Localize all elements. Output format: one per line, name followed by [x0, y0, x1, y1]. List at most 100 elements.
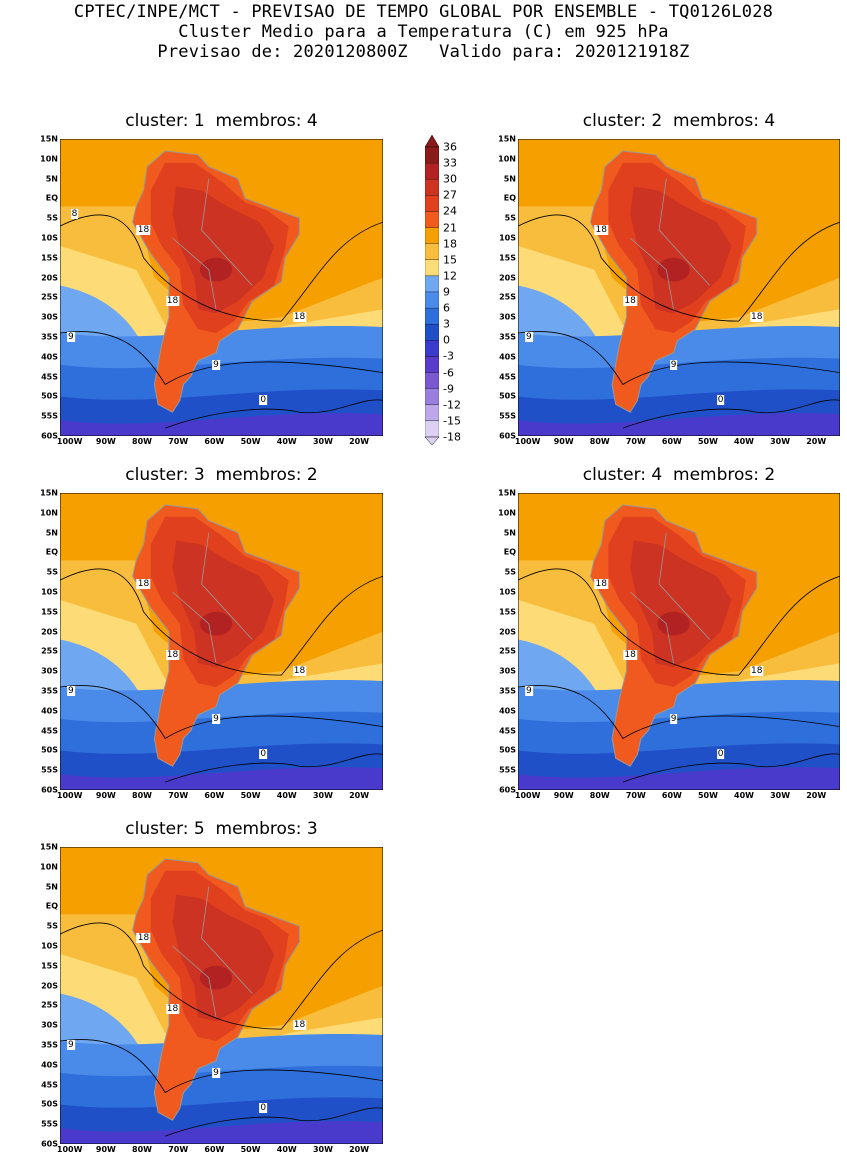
- contour-label: 9: [67, 1040, 75, 1050]
- lat-tick-label: 30S: [499, 666, 516, 676]
- contour-label: 9: [524, 686, 533, 696]
- lat-tick-label: 15S: [499, 607, 516, 617]
- lon-tick-label: 70W: [625, 791, 646, 800]
- lat-tick-label: 30S: [41, 1020, 58, 1030]
- contour-label: 18: [292, 666, 307, 677]
- lon-tick-label: 50W: [240, 437, 261, 446]
- lat-tick-label: 10N: [498, 154, 516, 164]
- colorbar-label: -9: [443, 382, 454, 396]
- lat-tick-label: 40S: [499, 352, 516, 362]
- lat-tick-label: EQ: [503, 193, 516, 203]
- panel-title: cluster: 1 membros: 4: [125, 111, 318, 131]
- lat-tick-label: 5S: [46, 921, 58, 931]
- lat-tick-label: 55S: [41, 1119, 58, 1129]
- header-line-1: CPTEC/INPE/MCT - PREVISAO DE TEMPO GLOBA…: [73, 2, 774, 22]
- lat-tick-label: 15S: [41, 253, 58, 263]
- lat-tick-label: 10S: [41, 587, 58, 597]
- contour-label: 18: [623, 296, 637, 307]
- lat-tick-label: 20S: [499, 273, 516, 283]
- lon-tick-label: 40W: [734, 791, 755, 800]
- lon-tick-label: 70W: [168, 1145, 189, 1154]
- lat-tick-label: 5N: [503, 174, 516, 184]
- contour-label: 18: [292, 312, 307, 323]
- lon-tick-label: 30W: [770, 791, 791, 800]
- colorbar-label: -3: [443, 349, 454, 363]
- contour-label: 9: [212, 359, 220, 370]
- lat-tick-label: 10S: [41, 941, 58, 951]
- lat-tick-label: 60S: [41, 1139, 58, 1149]
- lat-tick-label: 40S: [499, 706, 516, 716]
- lon-tick-label: 50W: [240, 791, 261, 800]
- header-line-3: Previsao de: 2020120800Z Valido para: 20…: [157, 42, 690, 62]
- contour-label: 18: [136, 225, 151, 236]
- lat-tick-label: 20S: [41, 273, 58, 283]
- lat-tick-label: 15N: [40, 134, 58, 144]
- lon-tick-label: 60W: [204, 1145, 225, 1154]
- contour-label: 0: [716, 395, 725, 406]
- colorbar-label: 24: [443, 204, 457, 218]
- lon-tick-label: 60W: [204, 791, 225, 800]
- lat-tick-label: 60S: [41, 431, 58, 441]
- lat-tick-label: 15S: [41, 961, 58, 971]
- lon-tick-label: 70W: [168, 437, 189, 446]
- lon-tick-label: 40W: [276, 1145, 297, 1154]
- lat-tick-label: 15S: [41, 607, 58, 617]
- lat-tick-label: 45S: [41, 372, 58, 382]
- lat-tick-label: 25S: [499, 292, 516, 302]
- lat-tick-label: 10N: [498, 508, 516, 518]
- contour-label: 18: [292, 1020, 307, 1031]
- lat-tick-label: 30S: [499, 312, 516, 322]
- lat-tick-label: 20S: [41, 627, 58, 637]
- colorbar-label: 0: [443, 333, 450, 347]
- colorbar-label: -18: [443, 430, 461, 444]
- lon-tick-label: 40W: [276, 437, 297, 446]
- lat-tick-label: 50S: [41, 1099, 58, 1109]
- lat-tick-label: 50S: [499, 745, 516, 755]
- lon-tick-label: 90W: [95, 1145, 116, 1154]
- contour-label: 0: [259, 395, 268, 406]
- lat-tick-label: 20S: [499, 627, 516, 637]
- contour-label: 18: [623, 650, 637, 661]
- contour-label: 9: [669, 713, 678, 724]
- colorbar-label: 21: [443, 221, 457, 235]
- lat-tick-label: 10S: [499, 233, 516, 243]
- lat-tick-label: 45S: [41, 1080, 58, 1090]
- contour-label: 9: [524, 332, 533, 342]
- lat-tick-label: 45S: [41, 726, 58, 736]
- colorbar-label: 27: [443, 188, 457, 202]
- temperature-map: [60, 139, 383, 436]
- lat-tick-label: EQ: [45, 901, 58, 911]
- colorbar-label: -6: [443, 366, 454, 380]
- lon-tick-label: 100W: [514, 437, 541, 446]
- colorbar-label: 33: [443, 156, 457, 170]
- lat-tick-label: 50S: [41, 745, 58, 755]
- temperature-map: [60, 847, 383, 1144]
- lon-tick-label: 20W: [806, 791, 827, 800]
- lat-tick-label: 55S: [499, 411, 516, 421]
- lat-tick-label: 50S: [499, 391, 516, 401]
- lon-tick-label: 80W: [132, 791, 153, 800]
- temperature-map: [518, 139, 840, 436]
- lat-tick-label: 15N: [498, 488, 516, 498]
- contour-label: 9: [67, 686, 75, 696]
- lat-tick-label: 10N: [40, 862, 58, 872]
- lat-tick-label: 40S: [41, 706, 58, 716]
- lat-tick-label: 20S: [41, 981, 58, 991]
- lat-tick-label: 10N: [40, 508, 58, 518]
- lon-tick-label: 70W: [168, 791, 189, 800]
- lat-tick-label: 5N: [45, 528, 58, 538]
- contour-label: 18: [165, 650, 180, 661]
- lat-tick-label: 5N: [503, 528, 516, 538]
- lon-tick-label: 30W: [312, 437, 333, 446]
- colorbar-swatches: [425, 135, 439, 445]
- lat-tick-label: 25S: [41, 292, 58, 302]
- contour-label: 18: [750, 666, 764, 677]
- contour-label: 18: [594, 579, 608, 590]
- lat-tick-label: 25S: [41, 1000, 58, 1010]
- lon-tick-label: 50W: [697, 437, 718, 446]
- panel-title: cluster: 5 membros: 3: [125, 819, 318, 839]
- contour-label: 18: [750, 312, 764, 323]
- lon-tick-label: 80W: [132, 437, 153, 446]
- contour-label: 9: [669, 359, 678, 370]
- lat-tick-label: 25S: [41, 646, 58, 656]
